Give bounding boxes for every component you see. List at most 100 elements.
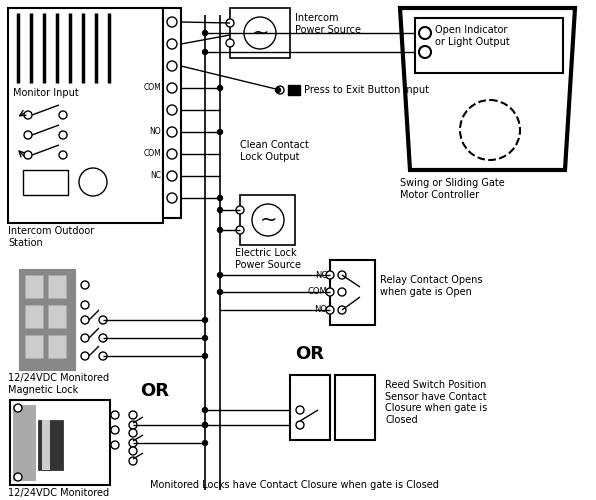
Circle shape (226, 39, 234, 47)
Circle shape (111, 411, 119, 419)
Text: Monitor Input: Monitor Input (13, 88, 79, 98)
Text: Electric Lock
Power Source: Electric Lock Power Source (235, 248, 301, 270)
Bar (240, 195, 295, 245)
Bar (23, 170, 68, 195)
Text: Intercom
Power Source: Intercom Power Source (295, 13, 361, 34)
Circle shape (167, 149, 177, 159)
Circle shape (81, 316, 89, 324)
Text: Open Indicator
or Light Output: Open Indicator or Light Output (435, 25, 510, 46)
Circle shape (81, 352, 89, 360)
Bar (415, 18, 563, 73)
Circle shape (218, 196, 222, 200)
Text: 12/24VDC Monitored
Magnetic Lock: 12/24VDC Monitored Magnetic Lock (8, 373, 109, 394)
Text: COM: COM (308, 288, 327, 296)
Circle shape (218, 228, 222, 232)
Circle shape (59, 151, 67, 159)
Circle shape (203, 440, 207, 446)
Bar (290, 375, 330, 440)
Bar (48, 335, 66, 358)
Circle shape (203, 422, 207, 428)
Text: COM: COM (143, 150, 161, 158)
Circle shape (218, 208, 222, 212)
Circle shape (167, 193, 177, 203)
Circle shape (326, 288, 334, 296)
Bar (13, 405, 35, 480)
Circle shape (236, 206, 244, 214)
Circle shape (167, 83, 177, 93)
Circle shape (24, 151, 32, 159)
Circle shape (218, 86, 222, 90)
Circle shape (236, 226, 244, 234)
Bar (8, 8, 163, 223)
Circle shape (111, 441, 119, 449)
Circle shape (14, 404, 22, 412)
Text: 12/24VDC Monitored
Electric Strike Lock: 12/24VDC Monitored Electric Strike Lock (8, 488, 109, 500)
Circle shape (203, 422, 207, 428)
Circle shape (203, 408, 207, 412)
Bar (25, 305, 43, 328)
Circle shape (167, 61, 177, 71)
Circle shape (203, 354, 207, 358)
Circle shape (338, 271, 346, 279)
Circle shape (81, 281, 89, 289)
Circle shape (167, 171, 177, 181)
Text: NC: NC (150, 172, 161, 180)
Text: Clean Contact
Lock Output: Clean Contact Lock Output (240, 140, 309, 162)
Circle shape (59, 131, 67, 139)
Circle shape (203, 50, 207, 54)
Text: Reed Switch Position
Sensor have Contact
Closure when gate is
Closed: Reed Switch Position Sensor have Contact… (385, 380, 488, 425)
Circle shape (167, 105, 177, 115)
Bar (230, 8, 290, 58)
Text: ~: ~ (259, 210, 277, 230)
Circle shape (252, 204, 284, 236)
Circle shape (326, 306, 334, 314)
Circle shape (203, 336, 207, 340)
Circle shape (326, 271, 334, 279)
Circle shape (296, 406, 304, 414)
Text: ~: ~ (252, 23, 269, 43)
Circle shape (129, 457, 137, 465)
Circle shape (203, 318, 207, 322)
Circle shape (338, 306, 346, 314)
Circle shape (276, 86, 284, 94)
Circle shape (129, 439, 137, 447)
Circle shape (99, 334, 107, 342)
Circle shape (296, 421, 304, 429)
Circle shape (111, 426, 119, 434)
Circle shape (167, 39, 177, 49)
Text: NO: NO (314, 306, 327, 314)
Text: Relay Contact Opens
when gate is Open: Relay Contact Opens when gate is Open (380, 275, 483, 296)
Text: NO: NO (150, 128, 161, 136)
Circle shape (275, 88, 281, 92)
Circle shape (129, 447, 137, 455)
Circle shape (24, 111, 32, 119)
Text: OR: OR (296, 345, 324, 363)
Circle shape (14, 473, 22, 481)
Bar (48, 305, 66, 328)
Text: OR: OR (140, 382, 169, 400)
Circle shape (129, 429, 137, 437)
Circle shape (419, 27, 431, 39)
Text: Swing or Sliding Gate
Motor Controller: Swing or Sliding Gate Motor Controller (400, 178, 505, 200)
Circle shape (244, 17, 276, 49)
Bar (288, 85, 300, 95)
Circle shape (338, 288, 346, 296)
Bar (20, 270, 75, 370)
Circle shape (99, 352, 107, 360)
Bar (38, 420, 63, 470)
Circle shape (129, 421, 137, 429)
Bar (335, 375, 375, 440)
Circle shape (218, 272, 222, 278)
Text: Intercom Outdoor
Station: Intercom Outdoor Station (8, 226, 94, 248)
Text: NC: NC (315, 270, 327, 280)
Circle shape (81, 334, 89, 342)
Circle shape (167, 17, 177, 27)
Circle shape (419, 46, 431, 58)
Bar (48, 275, 66, 298)
Bar (163, 8, 181, 218)
Circle shape (167, 127, 177, 137)
Bar (10, 400, 110, 485)
Circle shape (218, 290, 222, 294)
Circle shape (24, 131, 32, 139)
Circle shape (79, 168, 107, 196)
